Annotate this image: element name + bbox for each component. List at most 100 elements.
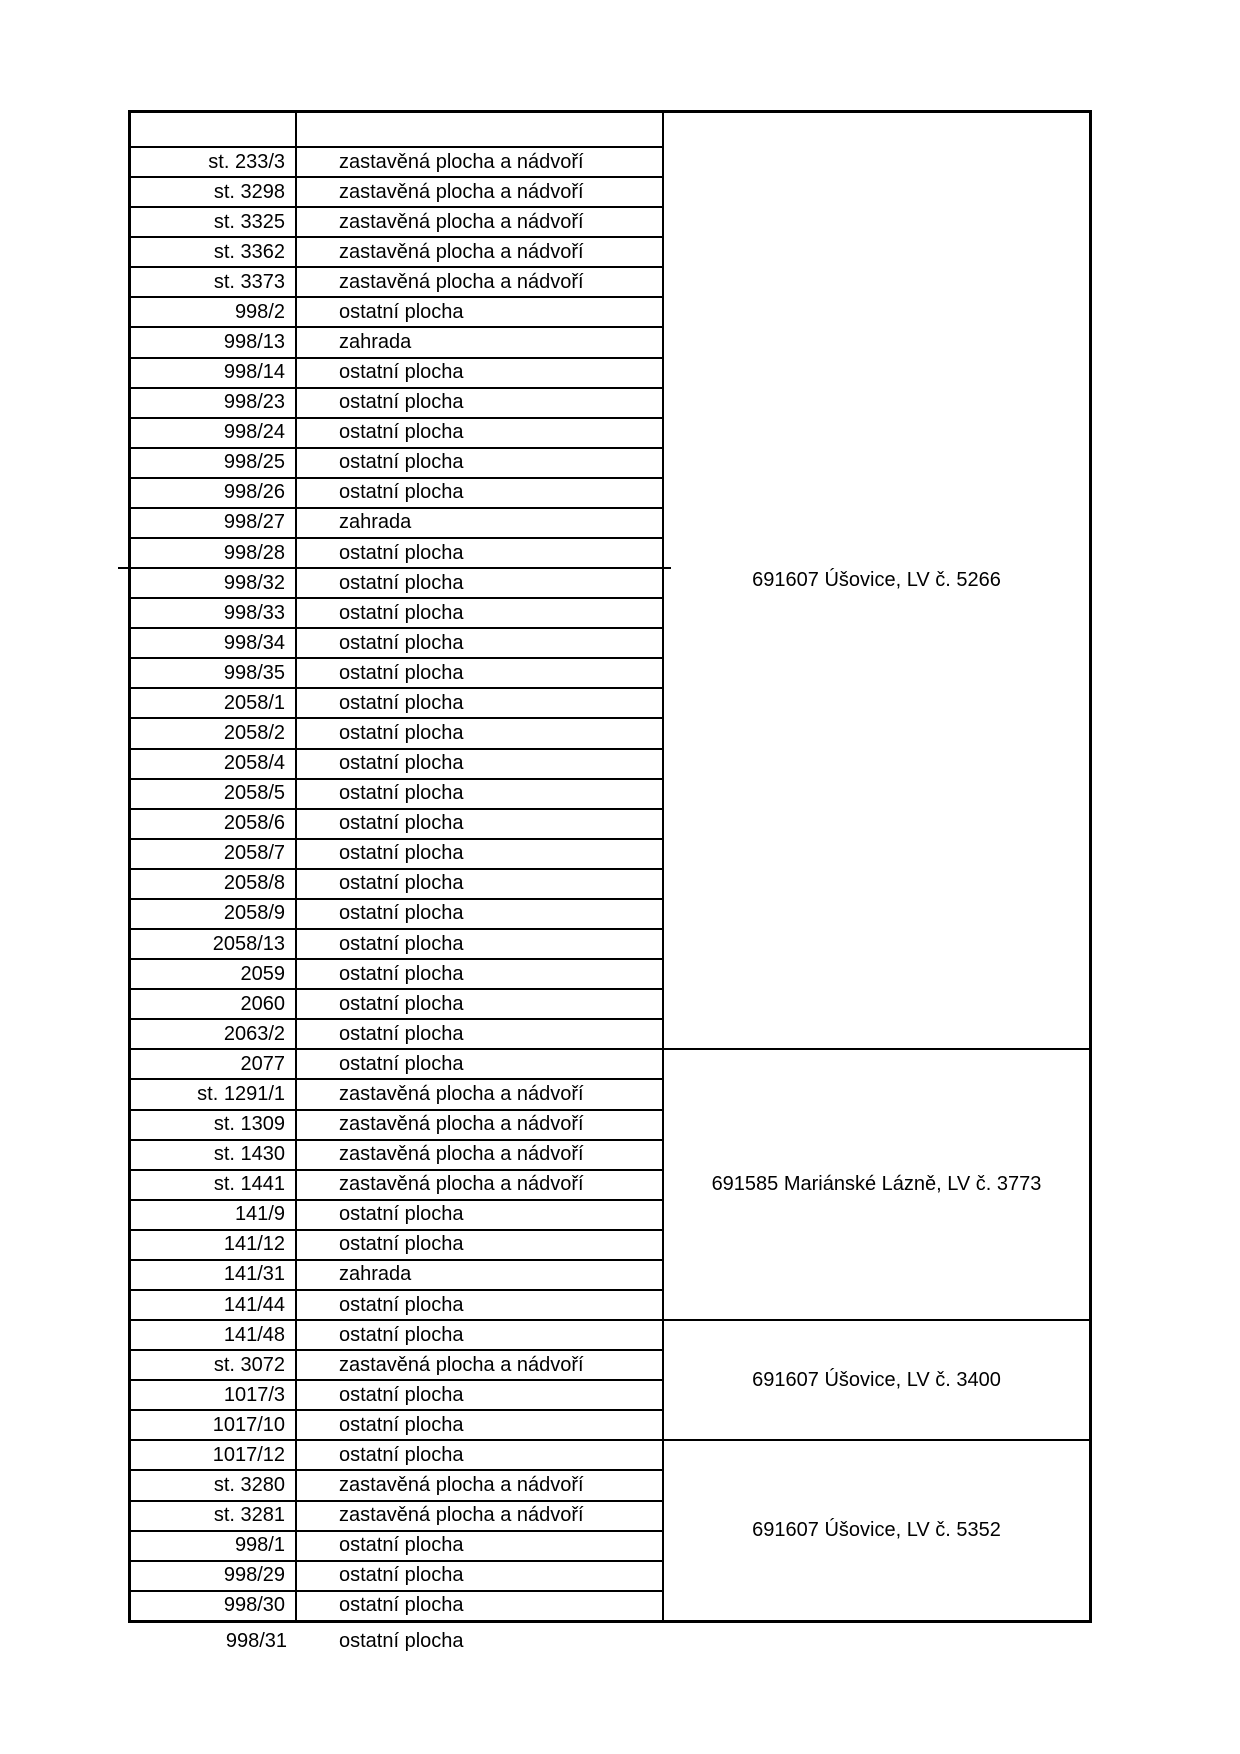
parcel-cell: 998/33 [131, 599, 297, 628]
parcel-cell: 998/34 [131, 629, 297, 658]
land-type-cell: zastavěná plocha a nádvoří [339, 1504, 584, 1527]
table-row: 2058/9 ostatní plocha [131, 897, 662, 929]
land-type-cell: ostatní plocha [339, 361, 464, 384]
land-type-cell: ostatní plocha [339, 391, 464, 414]
land-type-cell: zastavěná plocha a nádvoří [339, 240, 584, 263]
parcel-cell: 2059 [131, 960, 297, 989]
ownership-cell: 691607 Úšovice, LV č. 3400 [664, 1319, 1089, 1439]
table-row: 2058/8 ostatní plocha [131, 867, 662, 898]
table-row: 2059 ostatní plocha [131, 958, 662, 989]
parcel-cell: 998/32 [131, 569, 297, 598]
parcel-cell: st. 1430 [131, 1140, 297, 1169]
table-row: 2060 ostatní plocha [131, 988, 662, 1019]
land-type-cell: zastavěná plocha a nádvoří [339, 1473, 584, 1496]
table-row: st. 1291/1 zastavěná plocha a nádvoří [131, 1078, 662, 1109]
parcel-cell: 2077 [131, 1050, 297, 1079]
table-row: 998/23 ostatní plocha [131, 386, 662, 417]
table-row: 141/9 ostatní plocha [131, 1198, 662, 1229]
table-row: 1017/3 ostatní plocha [131, 1379, 662, 1410]
table-row: 141/44 ostatní plocha [131, 1288, 662, 1320]
parcel-cell: 2058/2 [131, 719, 297, 748]
table-row: 2058/5 ostatní plocha [131, 777, 662, 808]
table-row: 1017/10 ostatní plocha [131, 1409, 662, 1440]
parcel-cell: 141/12 [131, 1230, 297, 1259]
land-type-cell: ostatní plocha [339, 932, 464, 955]
parcel-cell: 998/2 [131, 298, 297, 327]
table-row: 2058/13 ostatní plocha [131, 928, 662, 959]
parcel-cell: 1017/3 [131, 1381, 297, 1410]
land-type-cell: ostatní plocha [339, 722, 464, 745]
parcel-cell: st. 3362 [131, 238, 297, 267]
table-row: 2058/7 ostatní plocha [131, 837, 662, 868]
parcel-cell: 998/13 [131, 328, 297, 357]
parcel-cell: st. 1309 [131, 1110, 297, 1139]
parcel-cell: 2058/6 [131, 809, 297, 838]
table-row: 998/13 zahrada [131, 326, 662, 357]
ownership-groups: 691607 Úšovice, LV č. 5266 691585 Mariáns… [662, 113, 1089, 1620]
table-row: st. 233/3 zastavěná plocha a nádvoří [131, 146, 662, 177]
land-type-cell: ostatní plocha [339, 992, 464, 1015]
land-type-cell: ostatní plocha [339, 1534, 464, 1557]
parcel-cell: 998/35 [131, 659, 297, 688]
table-row: 998/32 ostatní plocha [131, 567, 662, 598]
parcel-cell: st. 3072 [131, 1351, 297, 1380]
parcel-cell: 998/24 [131, 418, 297, 447]
parcel-cell: st. 1441 [131, 1170, 297, 1199]
parcel-cell: st. 1291/1 [131, 1080, 297, 1109]
table-row: 2058/2 ostatní plocha [131, 717, 662, 748]
parcel-cell: 141/31 [131, 1260, 297, 1289]
land-type-cell: zahrada [339, 1263, 412, 1286]
parcel-cell: 2058/1 [131, 689, 297, 718]
parcel-cell: 2063/2 [131, 1020, 297, 1049]
parcel-cell: 2058/9 [131, 899, 297, 929]
parcel-cell: 998/1 [131, 1531, 297, 1560]
land-type-cell: ostatní plocha [339, 691, 464, 714]
land-type-cell: ostatní plocha [339, 842, 464, 865]
table-row: 998/33 ostatní plocha [131, 597, 662, 628]
land-type-cell: ostatní plocha [339, 962, 464, 985]
table-row: 2058/4 ostatní plocha [131, 747, 662, 778]
header-row [131, 113, 662, 146]
land-type-cell: zastavěná plocha a nádvoří [339, 180, 584, 203]
parcel-cell: 141/9 [131, 1200, 297, 1229]
land-type-cell: ostatní plocha [339, 1203, 464, 1226]
table-row: 2077 ostatní plocha [131, 1048, 662, 1079]
land-type-cell: zastavěná plocha a nádvoří [339, 1143, 584, 1166]
table-row: 998/28 ostatní plocha [131, 537, 662, 568]
land-type-cell: ostatní plocha [339, 661, 464, 684]
land-type-cell: zastavěná plocha a nádvoří [339, 1082, 584, 1105]
land-type-cell: ostatní plocha [339, 872, 464, 895]
table-row: 998/14 ostatní plocha [131, 356, 662, 387]
ownership-cell: 691585 Mariánské Lázně, LV č. 3773 [664, 1048, 1089, 1319]
parcel-cell: 998/30 [131, 1591, 297, 1620]
table-row: st. 1441 zastavěná plocha a nádvoří [131, 1168, 662, 1199]
land-type-cell: ostatní plocha [339, 481, 464, 504]
land-type-cell: ostatní plocha [339, 451, 464, 474]
parcel-cell: 2058/8 [131, 869, 297, 898]
land-type-cell: ostatní plocha [339, 1594, 464, 1617]
parcel-cell: 998/26 [131, 478, 297, 507]
parcel-cell: 141/48 [131, 1321, 297, 1350]
parcel-cell: 2060 [131, 990, 297, 1019]
table-row: 998/24 ostatní plocha [131, 416, 662, 447]
table-row: 998/25 ostatní plocha [131, 446, 662, 477]
parcel-table: st. 233/3 zastavěná plocha a nádvoří st. 3… [118, 110, 1092, 1623]
table-row: 141/12 ostatní plocha [131, 1228, 662, 1259]
parcel-cell: 2058/4 [131, 749, 297, 778]
parcel-cell: st. 233/3 [131, 148, 297, 177]
parcel-cell: st. 3325 [131, 208, 297, 237]
parcel-cell: st. 3280 [131, 1471, 297, 1500]
land-type-cell: zastavěná plocha a nádvoří [339, 150, 584, 173]
table-row: 141/31 zahrada [131, 1258, 662, 1289]
table-row: st. 3281 zastavěná plocha a nádvoří [131, 1499, 662, 1530]
land-type-cell: zastavěná plocha a nádvoří [339, 270, 584, 293]
table-row: 998/30 ostatní plocha [131, 1589, 662, 1620]
table-row: 998/29 ostatní plocha [131, 1559, 662, 1590]
land-type-cell: ostatní plocha [339, 541, 464, 564]
table-row: 998/35 ostatní plocha [131, 657, 662, 688]
table-row: 998/1 ostatní plocha [131, 1529, 662, 1560]
table-row: st. 3362 zastavěná plocha a nádvoří [131, 236, 662, 267]
land-type-cell: zahrada [339, 331, 412, 353]
land-type-header-cell [297, 113, 662, 146]
table-row: st. 3072 zastavěná plocha a nádvoří [131, 1349, 662, 1380]
